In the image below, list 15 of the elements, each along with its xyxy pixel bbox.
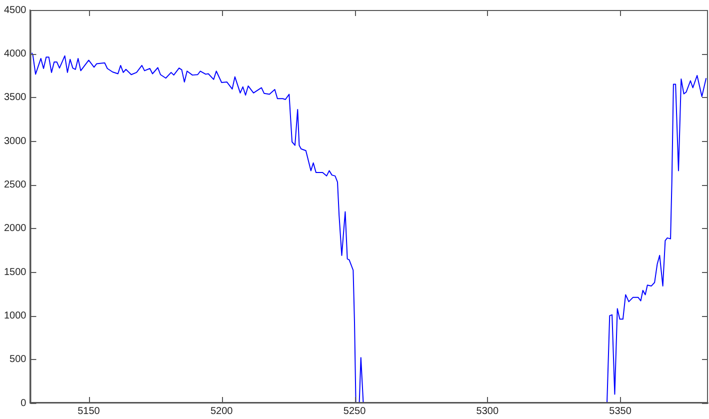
y-tick-label: 2500	[4, 179, 27, 190]
y-tick-label: 0	[20, 398, 27, 409]
x-tick-label: 5150	[78, 406, 100, 417]
y-tick-label: 2000	[4, 223, 27, 234]
x-tick-label: 5350	[609, 406, 632, 417]
x-tick-label: 5200	[210, 406, 234, 417]
x-tick-label: 5250	[343, 406, 366, 417]
y-tick-label: 3500	[4, 92, 27, 104]
x-tick-label: 5300	[476, 406, 499, 417]
y-tick-label: 4000	[4, 48, 27, 60]
y-tick-label: 1000	[4, 310, 27, 322]
y-tick-label: 3000	[4, 136, 27, 147]
y-tick-label: 500	[10, 354, 27, 366]
y-tick-label: 4500	[4, 4, 27, 16]
y-tick-label: 1500	[4, 266, 27, 278]
